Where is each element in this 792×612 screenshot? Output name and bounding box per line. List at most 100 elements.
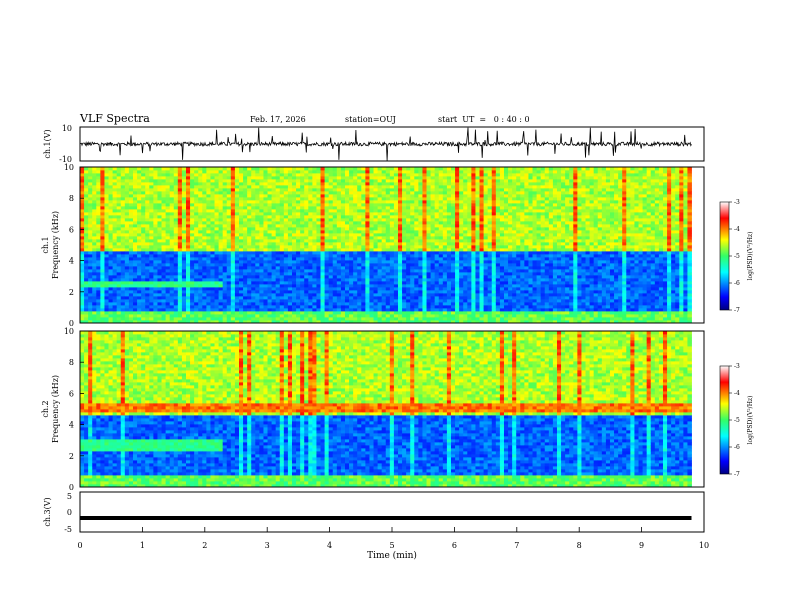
spectrogram-cell — [369, 320, 374, 324]
spectrogram-cell — [373, 314, 379, 318]
spectrogram-cell — [373, 188, 379, 192]
spectrogram-cell — [324, 173, 330, 177]
spectrogram-cell — [239, 230, 244, 234]
spectrogram-cell — [108, 230, 114, 234]
spectrogram-cell — [438, 170, 444, 174]
spectrogram-cell — [267, 299, 273, 303]
spectrogram-cell — [385, 296, 391, 300]
spectrogram-cell — [328, 254, 334, 258]
spectrogram-cell — [296, 221, 301, 225]
spectrogram-cell — [357, 317, 362, 321]
spectrogram-cell — [446, 194, 452, 198]
spectrogram-cell — [463, 302, 468, 306]
spectrogram-cell — [80, 287, 85, 291]
spectrogram-cell — [202, 221, 207, 225]
spectrogram-cell — [239, 239, 244, 243]
spectrogram-cell — [463, 212, 468, 216]
spectrogram-cell — [88, 218, 93, 222]
spectrogram-cell — [393, 224, 399, 228]
spectrogram-cell — [296, 230, 301, 234]
spectrogram-cell — [202, 233, 207, 237]
spectrogram-cell — [124, 230, 130, 234]
spectrogram-cell — [308, 212, 313, 216]
spectrogram-cell — [206, 287, 211, 291]
spectrogram-cell — [137, 314, 142, 318]
spectrogram-cell — [300, 167, 305, 171]
spectrogram-cell — [255, 185, 260, 189]
spectrogram-cell — [438, 254, 444, 258]
spectrogram-cell — [181, 305, 187, 309]
spectrogram-cell — [239, 278, 244, 282]
spectrogram-cell — [414, 275, 419, 279]
spectrogram-cell — [332, 206, 338, 210]
spectrogram-cell — [92, 293, 97, 297]
spectrogram-cell — [304, 230, 309, 234]
spectrogram-cell — [316, 311, 321, 315]
spectrogram-cell — [92, 176, 97, 180]
spectrogram-cell — [251, 191, 256, 195]
spectrogram-cell — [133, 305, 138, 309]
spectrogram-cell — [287, 170, 293, 174]
spectrogram-cell — [377, 311, 383, 315]
spectrogram-cell — [312, 221, 317, 225]
spectrogram-cell — [177, 233, 183, 237]
spectrogram-cell — [218, 308, 224, 312]
spectrogram-cell — [450, 281, 456, 285]
spectrogram-cell — [165, 299, 171, 303]
spectrogram-cell — [128, 293, 134, 297]
spectrogram-cell — [141, 212, 146, 216]
spectrogram-cell — [84, 182, 89, 186]
spectrogram-cell — [259, 287, 264, 291]
spectrogram-cell — [210, 287, 215, 291]
spectrogram-cell — [84, 284, 89, 288]
spectrogram-cell — [430, 257, 436, 261]
spectrogram-cell — [316, 212, 321, 216]
spectrogram-cell — [210, 263, 215, 267]
spectrogram-cell — [369, 296, 374, 300]
spectrogram-cell — [369, 239, 374, 243]
spectrogram-cell — [361, 281, 366, 285]
spectrogram-cell — [381, 203, 387, 207]
spectrogram-cell — [153, 263, 158, 267]
spectrogram-cell — [230, 317, 236, 321]
spectrogram-cell — [373, 272, 379, 276]
spectrogram-cell — [312, 230, 317, 234]
spectrogram-cell — [430, 251, 436, 255]
spectrogram-cell — [161, 224, 167, 228]
spectrogram-cell — [255, 254, 260, 258]
spectrogram-cell — [190, 266, 195, 270]
spectrogram-cell — [247, 266, 252, 270]
spectrogram-cell — [308, 296, 313, 300]
spectrogram-cell — [186, 188, 191, 192]
spectrogram-cell — [157, 173, 162, 177]
spectrogram-cell — [312, 263, 317, 267]
spectrogram-cell — [308, 299, 313, 303]
spectrogram-cell — [210, 185, 215, 189]
spectrogram-cell — [120, 224, 126, 228]
spectrogram-cell — [414, 191, 419, 195]
spectrogram-cell — [349, 176, 354, 180]
spectrogram-cell — [137, 230, 142, 234]
spectrogram-cell — [385, 194, 391, 198]
spectrogram-cell — [344, 185, 350, 189]
spectrogram-cell — [210, 227, 215, 231]
spectrogram-cell — [406, 224, 411, 228]
spectrogram-cell — [450, 260, 456, 264]
spectrogram-cell — [320, 227, 326, 231]
spectrogram-cell — [165, 167, 171, 171]
spectrogram-cell — [320, 287, 326, 291]
spectrogram-cell — [271, 221, 277, 225]
spectrogram-cell — [222, 251, 228, 255]
spectrogram-cell — [296, 233, 301, 237]
spectrogram-cell — [137, 266, 142, 270]
spectrogram-cell — [291, 212, 297, 216]
spectrogram-cell — [141, 278, 146, 282]
spectrogram-cell — [393, 290, 399, 294]
spectrogram-cell — [463, 206, 468, 210]
spectrogram-cell — [92, 311, 97, 315]
spectrogram-cell — [243, 263, 248, 267]
spectrogram-cell — [149, 188, 154, 192]
spectrogram-cell — [332, 233, 338, 237]
spectrogram-cell — [218, 209, 224, 213]
spectrogram-cell — [377, 248, 383, 252]
